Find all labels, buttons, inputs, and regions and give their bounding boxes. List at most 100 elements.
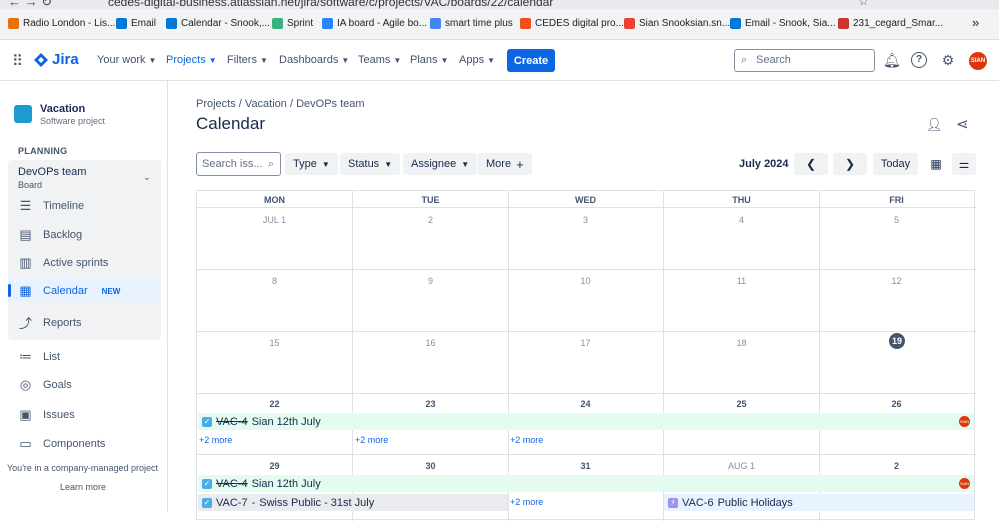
chevron-down-icon: ▼: [440, 55, 449, 65]
help-icon[interactable]: ?: [911, 52, 927, 68]
sidebar-item-active-sprints[interactable]: ▥ Active sprints: [19, 255, 109, 270]
notifications-icon[interactable]: 🔔︎: [883, 52, 901, 68]
day-number: 25: [736, 399, 747, 409]
view-settings-icon[interactable]: ⚌: [952, 153, 976, 175]
day-number: AUG 1: [727, 461, 755, 471]
issue-search-input[interactable]: Search iss... ⌕: [196, 152, 281, 176]
sidebar-item-issues[interactable]: ▣ Issues: [19, 407, 75, 422]
calendar-event[interactable]: ✓ VAC-4 Sian 12th July SIAN: [198, 475, 974, 492]
jira-brand-text: Jira: [52, 51, 79, 68]
share-icon[interactable]: ⋖: [956, 116, 969, 133]
more-link[interactable]: +2 more: [510, 497, 544, 507]
page-title: Calendar: [196, 114, 265, 133]
nav-filters[interactable]: Filters ▼: [227, 54, 268, 66]
add-people-icon[interactable]: 👤︎: [926, 117, 943, 132]
day-number: 15: [269, 338, 280, 348]
bookmark[interactable]: 231_cegard_Smar...: [838, 18, 943, 29]
url-text[interactable]: cedes-digital-business.atlassian.net/jir…: [108, 0, 554, 9]
assignee-filter[interactable]: Assignee ▼: [403, 153, 478, 175]
project-name[interactable]: Vacation: [40, 103, 86, 115]
calendar-event[interactable]: ✓ VAC-7- Swiss Public - 31st July: [198, 494, 508, 511]
sidebar-item-calendar[interactable]: ▦ Calendar NEW: [19, 283, 121, 298]
create-button[interactable]: Create: [507, 49, 555, 72]
calendar-event[interactable]: ⚡︎ VAC-6 Public Holidays: [664, 494, 974, 511]
search-input[interactable]: ⌕ Search: [734, 49, 875, 72]
search-icon: ⌕: [267, 158, 274, 170]
event-key: VAC-7: [216, 496, 248, 509]
event-title: Public Holidays: [717, 496, 793, 509]
more-link[interactable]: +2 more: [510, 435, 544, 445]
calendar-icon: ▦: [19, 283, 32, 298]
task-icon: ✓: [202, 497, 212, 508]
sidebar-item-list[interactable]: ≔ List: [19, 349, 61, 364]
board-section: [8, 160, 161, 340]
project-type: Software project: [40, 116, 106, 126]
issues-icon: ▣: [19, 407, 32, 422]
bookmark[interactable]: smart time plus: [430, 18, 513, 29]
bookmark[interactable]: Email: [116, 18, 156, 29]
bookmark[interactable]: IA board - Agile bo...: [322, 18, 427, 29]
components-icon: ▭: [19, 436, 32, 451]
breadcrumb-board[interactable]: DevOPs team: [296, 98, 365, 110]
sidebar: Vacation Software project PLANNING DevOP…: [0, 81, 168, 512]
sidebar-item-reports[interactable]: ⤴ Reports: [18, 313, 82, 332]
learn-more-link[interactable]: Learn more: [60, 482, 107, 492]
more-link[interactable]: +2 more: [199, 435, 233, 445]
project-icon: [14, 105, 32, 123]
day-number: 23: [425, 399, 436, 409]
today-button[interactable]: Today: [873, 153, 918, 175]
nav-teams[interactable]: Teams ▼: [358, 54, 402, 66]
timeline-icon: ☰: [19, 198, 32, 213]
nav-dashboards[interactable]: Dashboards ▼: [279, 54, 350, 66]
calendar-grid: MON TUE WED THU FRI JUL 1 2 3 4 5 8 9 10…: [196, 190, 976, 521]
browser-url-bar[interactable]: ← → ↻ cedes-digital-business.atlassian.n…: [0, 0, 999, 9]
list-icon: ≔: [19, 349, 32, 364]
user-avatar[interactable]: SIAN: [969, 52, 987, 70]
chevron-down-icon: ▼: [321, 159, 330, 169]
more-filter[interactable]: More +: [478, 153, 532, 175]
top-navigation: ⠿ Jira Your work ▼ Projects ▼ Filters ▼ Das…: [0, 40, 999, 81]
bookmarks-overflow-icon[interactable]: »: [972, 15, 980, 30]
jira-logo[interactable]: Jira: [34, 51, 79, 68]
bookmark[interactable]: CEDES digital pro...: [520, 18, 624, 29]
breadcrumb-vacation[interactable]: Vacation: [244, 98, 287, 110]
type-filter[interactable]: Type ▼: [285, 153, 338, 175]
event-title: Sian 12th July: [251, 477, 321, 490]
chevron-down-icon[interactable]: ⌄: [143, 172, 151, 182]
day-number: 16: [425, 338, 436, 348]
bookmark[interactable]: Radio London - Lis...: [8, 18, 115, 29]
day-number: 18: [736, 338, 747, 348]
bookmark[interactable]: Sian Snooksian.sn...: [624, 18, 730, 29]
event-key: VAC-6: [682, 496, 714, 509]
sidebar-item-backlog[interactable]: ▤ Backlog: [19, 227, 83, 242]
app-switcher-icon[interactable]: ⠿: [12, 53, 23, 70]
nav-plans[interactable]: Plans ▼: [410, 54, 449, 66]
nav-projects[interactable]: Projects ▼: [166, 54, 217, 66]
weekday-header: THU: [732, 195, 751, 205]
back-forward-icons[interactable]: ← → ↻: [8, 0, 53, 9]
bookmark[interactable]: Calendar - Snook,...: [166, 18, 270, 29]
previous-month-button[interactable]: ❮: [794, 153, 828, 175]
bookmark[interactable]: Sprint: [272, 18, 313, 29]
settings-gear-icon[interactable]: ⚙: [941, 52, 955, 68]
board-name[interactable]: DevOPs team: [18, 166, 87, 178]
breadcrumb-projects[interactable]: Projects: [196, 98, 236, 110]
chevron-down-icon: ▼: [384, 159, 393, 169]
status-filter[interactable]: Status ▼: [340, 153, 401, 175]
sidebar-item-components[interactable]: ▭ Components: [19, 436, 106, 451]
day-number: 24: [580, 399, 591, 409]
next-month-button[interactable]: ❯: [833, 153, 867, 175]
nav-your-work[interactable]: Your work ▼: [97, 54, 157, 66]
more-link[interactable]: +2 more: [355, 435, 389, 445]
bookmark[interactable]: Email - Snook, Sia...: [730, 18, 836, 29]
day-number: 22: [269, 399, 280, 409]
weekday-header: WED: [575, 195, 596, 205]
sidebar-item-goals[interactable]: ◎ Goals: [19, 377, 72, 392]
calendar-event[interactable]: ✓ VAC-4 Sian 12th July SIAN: [198, 413, 974, 430]
bookmark-star-icon[interactable]: ☆: [858, 0, 869, 8]
calendar-settings-icon[interactable]: ▦: [930, 157, 942, 171]
day-number: 31: [580, 461, 591, 471]
chevron-down-icon: ▼: [148, 55, 157, 65]
nav-apps[interactable]: Apps ▼: [459, 54, 495, 66]
sidebar-item-timeline[interactable]: ☰ Timeline: [19, 198, 85, 213]
